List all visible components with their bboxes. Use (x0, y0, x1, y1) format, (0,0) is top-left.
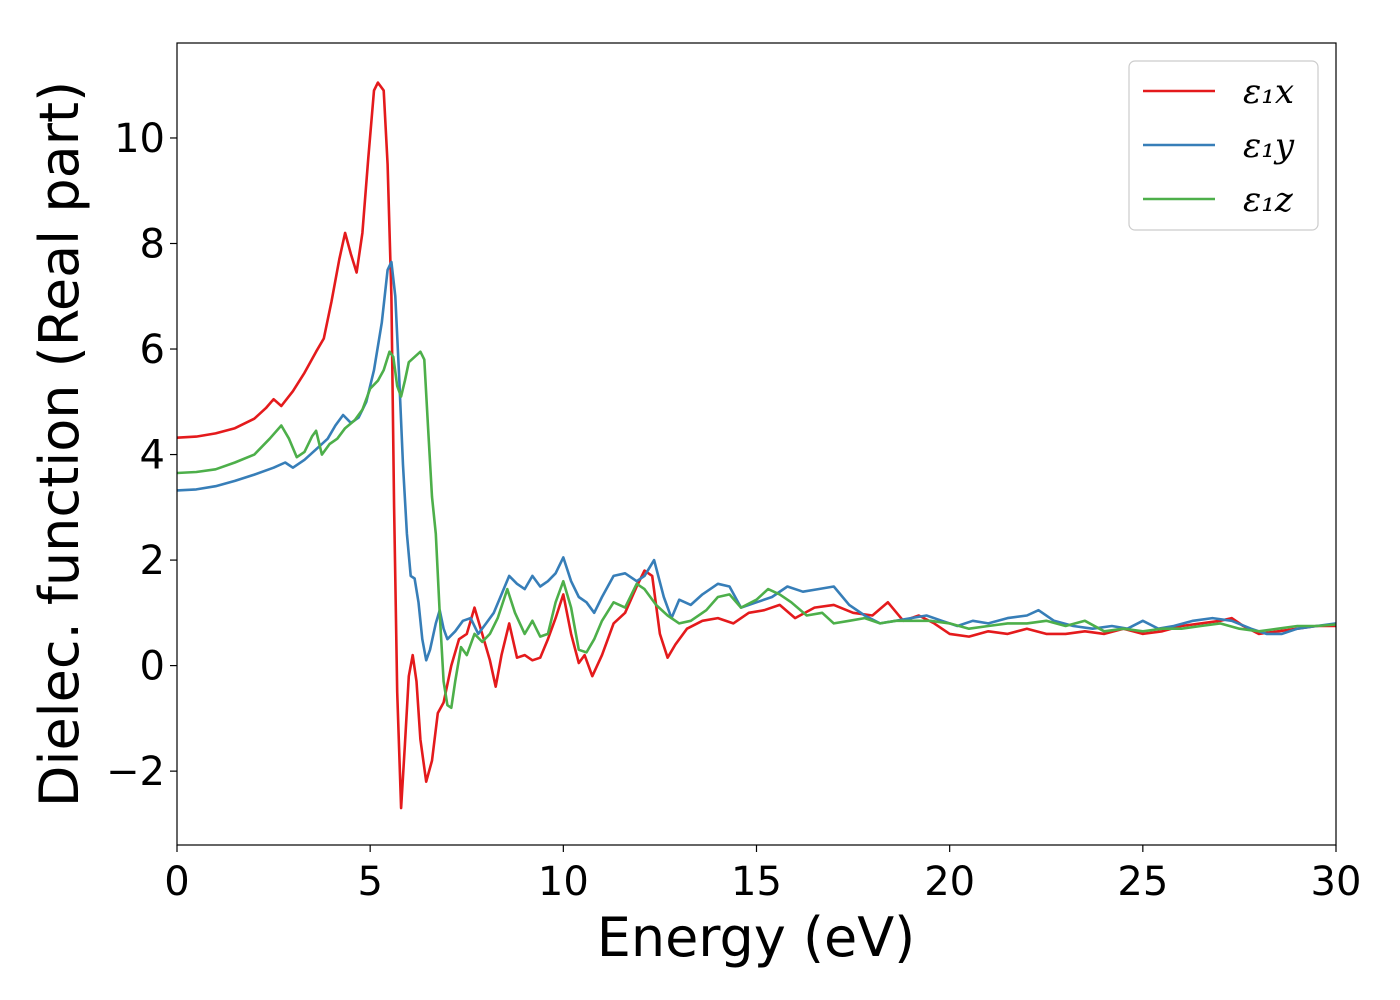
y-tick-label: 2 (140, 538, 165, 584)
x-tick-label: 25 (1117, 859, 1168, 905)
x-tick-label: 5 (357, 859, 382, 905)
x-tick-label: 20 (924, 859, 975, 905)
y-tick-label: 10 (114, 116, 165, 162)
x-tick-label: 30 (1311, 859, 1362, 905)
y-tick-label: −2 (106, 749, 165, 795)
legend-label-2: ε₁z (1243, 180, 1294, 220)
legend-label-1: ε₁y (1243, 126, 1295, 166)
x-axis-ticks: 0 5 10 15 20 25 30 (164, 845, 1361, 905)
legend: ε₁x ε₁y ε₁z (1128, 60, 1319, 231)
x-tick-label: 10 (538, 859, 589, 905)
y-axis-label: Dielec. function (Real part) (28, 81, 91, 807)
y-axis-ticks: −2 0 2 4 6 8 10 (106, 116, 177, 795)
x-axis-label: Energy (eV) (597, 906, 916, 969)
series-line-0 (176, 81, 1336, 810)
x-tick-label: 0 (164, 859, 189, 905)
x-tick-label: 15 (731, 859, 782, 905)
series-line-1 (176, 260, 1337, 662)
legend-label-0: ε₁x (1243, 72, 1294, 112)
series-line-2 (176, 350, 1337, 710)
legend-box (1128, 60, 1319, 231)
y-tick-label: 6 (140, 327, 165, 373)
y-tick-label: 4 (140, 433, 165, 479)
series-layer (176, 81, 1337, 810)
y-tick-label: 0 (140, 644, 165, 690)
y-tick-label: 8 (140, 222, 165, 268)
